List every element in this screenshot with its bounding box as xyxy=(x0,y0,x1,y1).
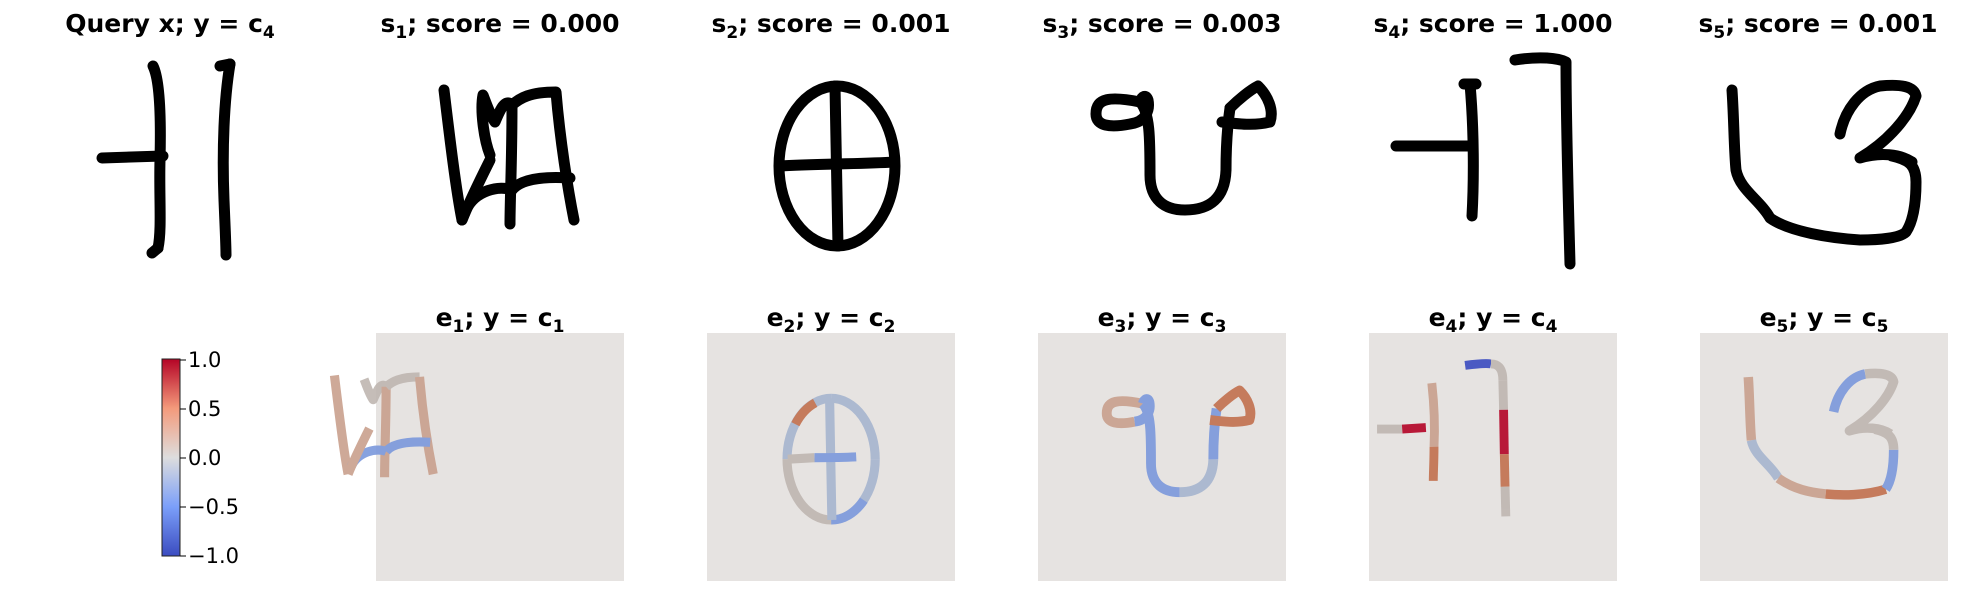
query-glyph xyxy=(102,64,230,255)
heatmap-background xyxy=(1369,333,1617,581)
support-title-1: s1; score = 0.000 xyxy=(380,9,619,43)
support-title-3: s3; score = 0.003 xyxy=(1042,9,1281,43)
heat-stroke-segment xyxy=(385,387,387,477)
heatmap-background xyxy=(1700,333,1948,581)
colorbar-tick: 1.0 xyxy=(188,348,221,372)
support-title-2: s2; score = 0.001 xyxy=(711,9,950,43)
heat-stroke-segment xyxy=(788,458,815,460)
heat-stroke-segment xyxy=(1465,364,1491,366)
heat-stroke-segment xyxy=(1402,428,1426,429)
support-title-4: s4; score = 1.000 xyxy=(1373,9,1612,43)
heat-stroke-segment xyxy=(1504,410,1505,454)
support-glyph-2 xyxy=(779,86,895,246)
explanation-title-4: e4; y = c4 xyxy=(1429,303,1558,337)
heat-stroke-segment xyxy=(1433,447,1434,481)
explanation-heatmap-2 xyxy=(707,333,955,581)
heat-stroke-segment xyxy=(1504,454,1505,487)
explanation-title-3: e3; y = c3 xyxy=(1098,303,1227,337)
heat-stroke-segment xyxy=(1505,487,1506,517)
heat-stroke-segment xyxy=(1748,377,1751,440)
explanation-title-2: e2; y = c2 xyxy=(767,303,896,337)
support-glyph-4 xyxy=(1396,58,1570,264)
colorbar-tick: −1.0 xyxy=(188,544,239,568)
support-glyph-5 xyxy=(1732,85,1916,240)
heat-stroke-segment xyxy=(1826,489,1886,495)
heatmap-background xyxy=(376,333,624,581)
heat-stroke-segment xyxy=(1503,380,1504,410)
explanation-heatmap-1 xyxy=(334,333,624,581)
heat-stroke-segment xyxy=(814,457,856,458)
query-title: Query x; y = c4 xyxy=(65,9,275,43)
explanation-heatmap-4 xyxy=(1369,333,1617,581)
explanation-heatmap-5 xyxy=(1700,333,1948,581)
support-title-5: s5; score = 0.001 xyxy=(1698,9,1937,43)
support-glyph-1 xyxy=(444,90,574,224)
colorbar: 1.0 0.5 0.0 −0.5 −1.0 xyxy=(162,348,239,568)
colorbar-tick: 0.0 xyxy=(188,446,221,470)
explanation-title-5: e5; y = c5 xyxy=(1760,303,1889,337)
colorbar-tick: 0.5 xyxy=(188,397,221,421)
heatmap-background xyxy=(1038,333,1286,581)
heat-stroke-segment xyxy=(1432,383,1435,447)
support-glyph-3 xyxy=(1096,86,1271,210)
colorbar-bar xyxy=(162,359,180,556)
explanation-heatmap-3 xyxy=(1038,333,1286,581)
heat-stroke-segment xyxy=(334,375,348,474)
colorbar-tick: −0.5 xyxy=(188,495,239,519)
explanation-title-1: e1; y = c1 xyxy=(436,303,565,337)
